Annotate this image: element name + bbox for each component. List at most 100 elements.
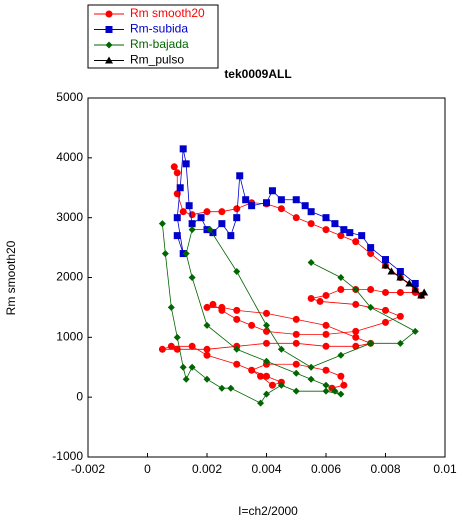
marker: [382, 256, 389, 264]
marker: [268, 187, 276, 195]
x-tick-label: -0.002: [71, 462, 105, 476]
marker: [277, 345, 285, 353]
marker: [367, 250, 375, 258]
marker: [292, 214, 300, 222]
marker: [411, 279, 419, 287]
marker: [396, 312, 404, 320]
marker: [322, 214, 330, 222]
marker: [176, 184, 184, 192]
marker: [227, 232, 235, 240]
marker: [233, 345, 241, 353]
marker: [233, 306, 241, 314]
marker: [233, 315, 241, 323]
marker: [367, 244, 375, 252]
marker: [179, 145, 187, 153]
x-axis-label: I=ch2/2000: [238, 504, 298, 518]
marker: [248, 202, 256, 210]
marker: [173, 214, 181, 222]
marker: [322, 366, 330, 374]
marker: [367, 285, 375, 293]
marker: [322, 330, 330, 338]
marker: [411, 327, 419, 335]
marker: [292, 330, 300, 338]
marker: [173, 169, 181, 177]
y-tick-label: 0: [76, 389, 83, 403]
marker: [203, 208, 211, 216]
marker: [268, 381, 276, 389]
marker: [158, 220, 166, 228]
marker: [346, 229, 354, 237]
marker: [331, 220, 339, 228]
marker: [292, 339, 300, 347]
marker: [396, 273, 405, 281]
y-tick-label: 4000: [56, 150, 83, 164]
marker: [307, 363, 315, 371]
marker: [322, 321, 330, 329]
marker: [307, 208, 315, 216]
x-tick-label: 0.01: [433, 462, 457, 476]
series-line: [161, 223, 416, 404]
marker: [352, 300, 360, 308]
y-tick-label: 5000: [56, 90, 83, 104]
marker: [411, 285, 420, 293]
marker: [340, 381, 348, 389]
marker: [233, 360, 241, 368]
marker: [316, 297, 324, 305]
legend-label: Rm_pulso: [130, 53, 184, 67]
marker: [382, 288, 389, 296]
marker: [340, 226, 348, 234]
marker: [218, 303, 226, 311]
marker: [188, 363, 196, 371]
marker: [277, 196, 285, 204]
marker: [218, 220, 226, 228]
marker: [257, 372, 265, 380]
marker: [227, 384, 235, 392]
marker: [182, 160, 190, 168]
marker: [322, 342, 330, 350]
marker: [248, 366, 256, 374]
marker: [292, 387, 300, 395]
y-tick-label: 3000: [56, 210, 83, 224]
marker: [420, 288, 429, 296]
marker: [382, 306, 389, 314]
marker: [322, 226, 330, 234]
legend-label: Rm smooth20: [130, 6, 205, 20]
marker: [173, 190, 181, 198]
marker: [233, 214, 241, 222]
plot-frame: [87, 97, 446, 458]
marker: [382, 318, 389, 326]
marker: [105, 56, 113, 64]
marker: [105, 41, 113, 49]
marker: [167, 303, 175, 311]
marker: [105, 26, 113, 33]
marker: [331, 387, 339, 395]
marker: [337, 390, 345, 398]
legend-label: Rm-bajada: [130, 37, 189, 51]
marker: [197, 214, 205, 222]
marker: [209, 300, 217, 308]
marker: [203, 375, 211, 383]
marker: [307, 375, 315, 383]
x-tick-label: 0: [144, 462, 151, 476]
marker: [358, 232, 366, 240]
marker: [292, 360, 300, 368]
marker: [277, 205, 285, 213]
marker: [277, 381, 285, 389]
marker: [173, 232, 181, 240]
x-tick-label: 0.006: [311, 462, 341, 476]
marker: [188, 274, 196, 281]
marker: [218, 384, 226, 392]
marker: [167, 342, 175, 350]
marker: [367, 339, 375, 347]
marker: [301, 202, 309, 210]
marker: [396, 339, 404, 347]
marker: [263, 309, 270, 317]
marker: [405, 279, 414, 287]
marker: [179, 208, 187, 216]
marker: [263, 327, 270, 335]
x-tick-label: 0.004: [251, 462, 281, 476]
marker: [307, 220, 315, 228]
marker: [337, 372, 345, 380]
marker: [188, 211, 196, 219]
marker: [367, 303, 375, 311]
